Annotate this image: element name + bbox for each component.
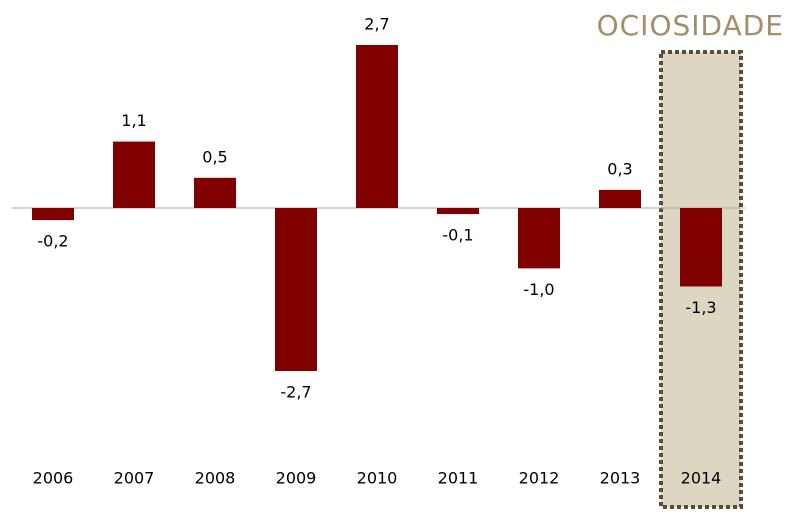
x-tick-label: 2008 [195, 469, 236, 488]
chart-title: OCIOSIDADE [597, 9, 784, 42]
data-label: -0,1 [442, 226, 473, 245]
bar [275, 208, 317, 371]
data-label: -1,3 [685, 298, 716, 317]
x-tick-label: 2006 [33, 469, 74, 488]
bar [518, 208, 560, 269]
x-tick-label: 2007 [114, 469, 155, 488]
bar [599, 189, 641, 208]
data-label: -0,2 [37, 232, 68, 251]
bar [680, 208, 722, 287]
x-tick-label: 2012 [519, 469, 560, 488]
x-tick-label: 2011 [438, 469, 479, 488]
bar [32, 208, 74, 221]
data-label: -2,7 [280, 383, 311, 402]
data-label: 0,3 [607, 159, 632, 178]
data-label: -1,0 [523, 280, 554, 299]
bar [194, 177, 236, 208]
bar [356, 45, 398, 208]
bar [437, 208, 479, 215]
x-tick-label: 2010 [357, 469, 398, 488]
data-label: 0,5 [202, 147, 227, 166]
bar [113, 141, 155, 208]
data-label: 2,7 [364, 15, 389, 34]
x-tick-label: 2014 [681, 469, 722, 488]
x-tick-label: 2013 [600, 469, 641, 488]
x-tick-label: 2009 [276, 469, 317, 488]
data-label: 1,1 [121, 111, 146, 130]
